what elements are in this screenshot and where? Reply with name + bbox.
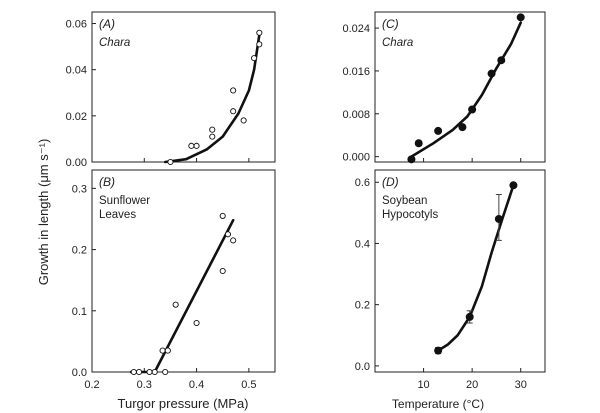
- data-point: [146, 368, 153, 376]
- y-tick-label: 0.0: [355, 361, 370, 373]
- data-point: [219, 267, 226, 275]
- y-tick-label: 0.04: [66, 65, 87, 77]
- data-point: [167, 158, 174, 166]
- y-tick-label: 0.3: [72, 183, 87, 195]
- panel-name: Soybean: [382, 195, 427, 207]
- plot-frame: [91, 11, 276, 163]
- y-tick-label: 0.00: [66, 157, 87, 169]
- y-tick-label: 0.000: [342, 152, 370, 164]
- x-tick-label: 0.5: [241, 379, 256, 391]
- x-axis-title-left: Turgor pressure (MPa): [118, 396, 249, 411]
- data-point: [151, 368, 158, 376]
- panel-name: Hypocotyls: [382, 209, 438, 221]
- panel-a: 0.00 0.02 0.04 0.06 (A) Chara: [66, 11, 276, 169]
- data-point: [494, 214, 503, 223]
- data-point: [509, 181, 518, 190]
- data-point: [188, 142, 195, 149]
- data-point: [230, 237, 237, 244]
- panel-b: 0.0 0.1 0.2 0.3 0.2 0.3 0.4 0.5 (B) Sunflower Leav…: [72, 169, 276, 391]
- data-point: [136, 368, 143, 376]
- x-tick-label: 0.3: [137, 379, 152, 391]
- data-point: [209, 133, 216, 140]
- data-point: [256, 29, 263, 36]
- fit-line: [410, 21, 522, 158]
- x-tick-label: 20: [466, 379, 478, 391]
- fit-line: [436, 184, 515, 352]
- fit-line: [163, 33, 261, 164]
- y-tick-label: 0.016: [342, 66, 370, 78]
- x-tick-label: 0.4: [189, 379, 204, 391]
- data-point: [487, 69, 496, 78]
- data-point: [256, 41, 263, 48]
- y-tick-label: 0.02: [66, 111, 87, 123]
- y-tick-label: 0.06: [66, 19, 87, 31]
- x-tick-label: 10: [417, 379, 429, 391]
- panels: 0.000.020.040.06 (A)Chara0.0000.0080.0160…: [66, 11, 546, 391]
- fit-line: [129, 218, 235, 374]
- data-point: [230, 87, 237, 94]
- panel-letter: (D): [382, 175, 399, 189]
- plot-frame: [91, 169, 276, 373]
- panel-name: Leaves: [99, 209, 136, 221]
- data-point: [516, 13, 525, 22]
- y-tick-label: 0.2: [72, 245, 87, 257]
- y-axis-title: Growth in length (μm s⁻¹): [36, 139, 51, 286]
- plot-frame: [374, 11, 546, 163]
- data-point: [458, 123, 467, 132]
- panel-letter: (A): [99, 17, 115, 31]
- y-tick-label: 0.4: [355, 238, 370, 250]
- panel-letter: (C): [382, 17, 399, 31]
- data-point: [193, 319, 200, 327]
- data-point: [219, 212, 226, 219]
- x-tick-label: 0.2: [84, 379, 99, 391]
- panel-name: Chara: [382, 37, 413, 49]
- data-point: [193, 142, 200, 149]
- y-tick-label: 0.2: [355, 300, 370, 312]
- x-axis-title-right: Temperature (°C): [392, 397, 484, 411]
- data-point: [224, 231, 231, 238]
- panel-name: Chara: [99, 37, 130, 49]
- data-point: [468, 105, 477, 114]
- data-point: [164, 347, 171, 354]
- y-tick-label: 0.6: [355, 177, 370, 189]
- y-tick-label: 0.008: [342, 109, 370, 121]
- data-point: [434, 126, 443, 135]
- panel-name: Sunflower: [99, 195, 150, 207]
- data-point: [240, 117, 247, 124]
- data-point: [251, 55, 258, 62]
- y-tick-label: 0.1: [72, 306, 87, 318]
- data-point: [434, 346, 443, 355]
- data-point: [497, 56, 506, 65]
- data-point: [230, 108, 237, 115]
- data-point: [130, 368, 137, 376]
- panel-letter: (B): [99, 175, 115, 189]
- data-point: [407, 155, 416, 164]
- plot-frame: [374, 169, 546, 373]
- data-point: [209, 126, 216, 133]
- panel-c: 0.000 0.008 0.016 0.024 (C) Chara: [342, 11, 546, 164]
- data-point: [159, 347, 166, 354]
- y-tick-label: 0.0: [72, 367, 87, 379]
- data-point: [172, 301, 179, 308]
- x-tick-label: 30: [515, 379, 527, 391]
- data-point: [465, 312, 474, 321]
- data-point: [414, 139, 423, 148]
- panel-d: 0.0 0.2 0.4 0.6 10 20 30 (D) Soybean Hypocotyls: [355, 169, 546, 391]
- y-tick-label: 0.024: [342, 23, 370, 35]
- data-point: [162, 368, 169, 376]
